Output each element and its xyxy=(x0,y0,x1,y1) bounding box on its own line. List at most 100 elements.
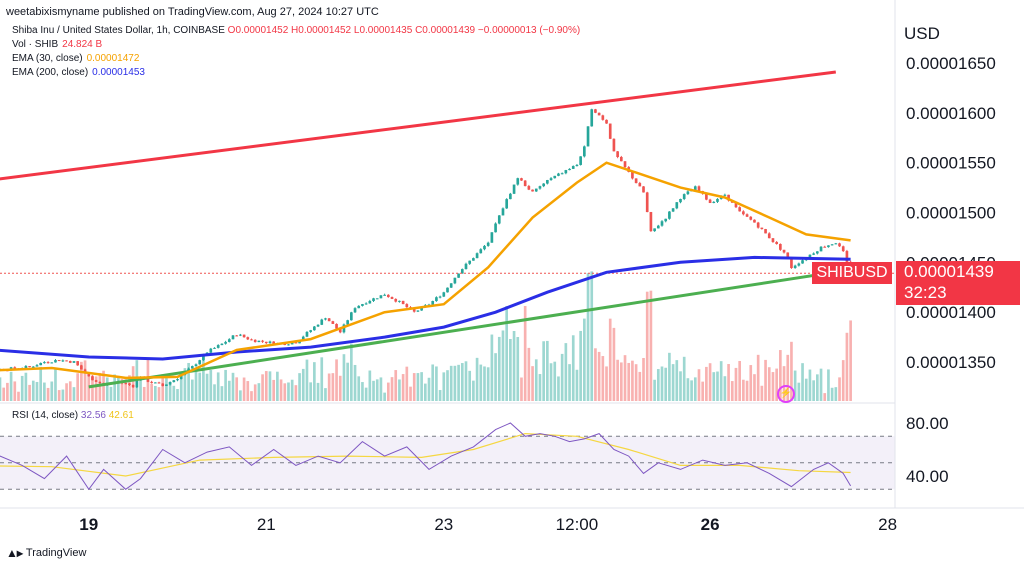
volume-bar xyxy=(142,386,146,401)
volume-bar xyxy=(324,388,327,401)
brand-name: TradingView xyxy=(25,547,87,559)
time-tick-label: 19 xyxy=(79,515,98,534)
volume-bar xyxy=(276,371,279,401)
volume-bar xyxy=(65,383,68,401)
volume-bar xyxy=(205,373,209,401)
candle-body xyxy=(712,201,716,204)
candle-body xyxy=(202,354,205,361)
candle-body xyxy=(583,146,586,157)
volume-bar xyxy=(509,338,512,401)
candle-body xyxy=(790,259,793,269)
candle-body xyxy=(457,273,460,278)
candle-body xyxy=(679,198,682,203)
volume-bar xyxy=(287,382,290,401)
candle-body xyxy=(671,208,675,212)
volume-bar xyxy=(87,374,91,401)
candle-body xyxy=(235,335,239,337)
volume-bar xyxy=(830,387,834,401)
candle-body xyxy=(534,188,538,192)
candle-body xyxy=(579,156,582,165)
candle-body xyxy=(368,300,372,304)
candle-body xyxy=(283,343,287,346)
volume-bar xyxy=(845,332,849,401)
candle-body xyxy=(13,367,17,369)
volume-bar xyxy=(0,377,2,401)
volume-bar xyxy=(338,375,342,401)
candle-body xyxy=(405,304,409,308)
volume-bar xyxy=(179,372,183,401)
bar-countdown: 32:23 xyxy=(904,283,947,302)
candle-body xyxy=(753,219,756,223)
volume-bar xyxy=(512,331,516,401)
alert-icon[interactable]: ⚡ xyxy=(777,385,795,403)
candle-body xyxy=(634,178,638,184)
volume-bar xyxy=(453,365,457,401)
candle-body xyxy=(816,251,819,254)
candle-body xyxy=(642,186,645,193)
volume-bar xyxy=(497,336,501,401)
volume-bar xyxy=(91,375,94,401)
volume-bar xyxy=(686,378,690,401)
volume-bar xyxy=(68,381,72,401)
volume-bar xyxy=(28,384,31,401)
candle-body xyxy=(257,340,261,343)
candle-body xyxy=(523,180,527,187)
volume-bar xyxy=(165,374,168,401)
volume-bar xyxy=(468,370,472,401)
volume-bar xyxy=(475,357,479,401)
candle-body xyxy=(497,215,501,224)
candle-body xyxy=(557,173,560,176)
candle-body xyxy=(327,318,331,322)
ema30-value: 0.00001472 xyxy=(86,53,140,64)
last-price-tag: 0.00001439 32:23 xyxy=(896,261,1020,305)
volume-bar xyxy=(782,366,786,401)
symbol-title: Shiba Inu / United States Dollar, 1h, CO… xyxy=(12,25,225,36)
candle-body xyxy=(838,243,841,247)
volume-bar xyxy=(20,375,24,401)
candle-body xyxy=(793,265,797,269)
candle-body xyxy=(612,138,616,152)
volume-bar xyxy=(109,386,113,401)
candle-body xyxy=(68,361,72,363)
candle-body xyxy=(364,303,368,305)
ema200-line xyxy=(0,255,851,361)
volume-bar xyxy=(438,390,442,401)
candle-body xyxy=(253,339,257,343)
candle-body xyxy=(91,376,94,381)
volume-bar xyxy=(520,377,523,401)
volume-bar xyxy=(749,365,753,401)
candle-body xyxy=(490,232,494,243)
candle-body xyxy=(412,308,416,312)
volume-value: 24.824 B xyxy=(62,39,103,50)
candle-body xyxy=(760,227,764,230)
volume-bar xyxy=(571,335,575,401)
candle-body xyxy=(61,360,65,362)
candle-body xyxy=(775,242,778,244)
symbol-tag: SHIBUSD xyxy=(812,262,892,284)
volume-bar xyxy=(841,360,845,401)
candle-body xyxy=(568,168,571,171)
volume-bar xyxy=(383,392,386,401)
candle-body xyxy=(54,360,57,363)
volume-bar xyxy=(80,361,83,401)
time-axis: 19 21 23 12:00 26 28 xyxy=(79,515,897,534)
volume-bar xyxy=(712,372,716,401)
volume-bar xyxy=(268,371,272,401)
candle-body xyxy=(512,184,516,194)
volume-bar xyxy=(505,306,509,401)
candle-body xyxy=(608,123,612,139)
volume-bar xyxy=(516,337,520,401)
candle-body xyxy=(131,384,135,388)
volume-bar xyxy=(43,382,46,401)
candle-body xyxy=(242,334,246,338)
candle-body xyxy=(708,199,712,204)
candle-body xyxy=(431,301,435,305)
rsi-tick-label: 80.00 xyxy=(906,414,949,433)
volume-bar xyxy=(131,366,135,401)
volume-bar xyxy=(801,363,804,401)
volume-bar xyxy=(827,369,830,401)
candle-body xyxy=(239,334,242,336)
volume-bar xyxy=(401,374,405,401)
volume-bar xyxy=(616,359,619,401)
